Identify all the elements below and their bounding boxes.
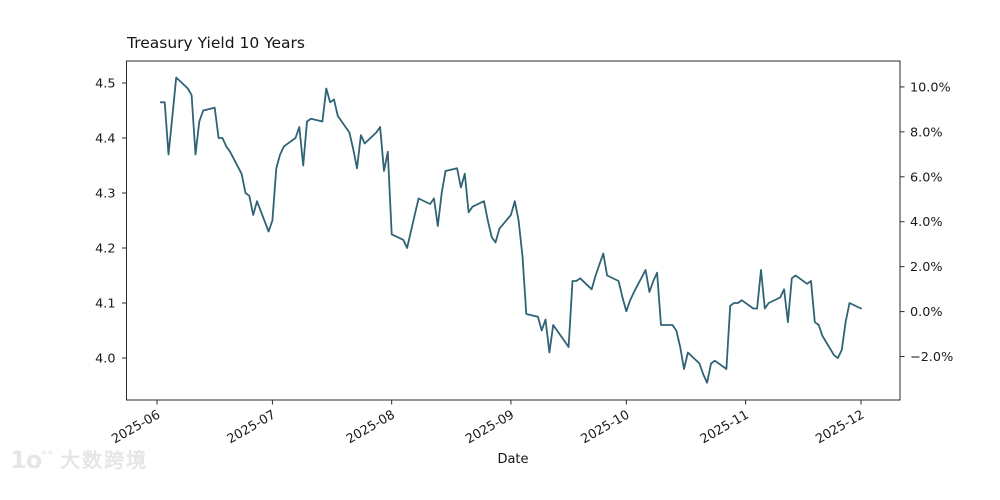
x-axis-title: Date	[497, 452, 529, 467]
yield-line-series	[159, 76, 862, 384]
x-tick-label: 2025-08	[344, 407, 398, 447]
x-tick-label: 2025-07	[225, 407, 279, 447]
chart-title: Treasury Yield 10 Years	[127, 34, 306, 52]
x-tick-label: 2025-11	[698, 407, 752, 447]
x-tick-label: 2025-10	[579, 407, 633, 447]
watermark-text: 大数跨境	[60, 448, 149, 472]
y-tick-label-right: 6.0%	[910, 170, 943, 185]
y-tick-label-right: 4.0%	[910, 215, 943, 230]
y-tick-label-left: 4.5	[95, 77, 115, 92]
watermark-logo-icon: 1o°°	[10, 446, 54, 474]
y-tick-label-left: 4.2	[95, 242, 115, 257]
x-tick-label: 2025-06	[109, 407, 163, 447]
watermark: 1o°° 大数跨境	[10, 448, 148, 472]
y-tick-label-right: 0.0%	[910, 305, 943, 320]
y-tick-label-right: 8.0%	[910, 125, 943, 140]
y-tick-label-right: 2.0%	[910, 260, 943, 275]
y-tick-label-right: 10.0%	[910, 80, 951, 95]
y-tick-label-right: −2.0%	[910, 350, 953, 365]
y-tick-label-left: 4.1	[95, 297, 115, 312]
y-tick-label-left: 4.3	[95, 187, 115, 202]
plot-frame	[126, 60, 901, 401]
y-tick-label-left: 4.0	[95, 352, 115, 367]
x-tick-label: 2025-09	[463, 407, 517, 447]
x-tick-label: 2025-12	[813, 407, 867, 447]
y-tick-label-left: 4.4	[95, 132, 115, 147]
